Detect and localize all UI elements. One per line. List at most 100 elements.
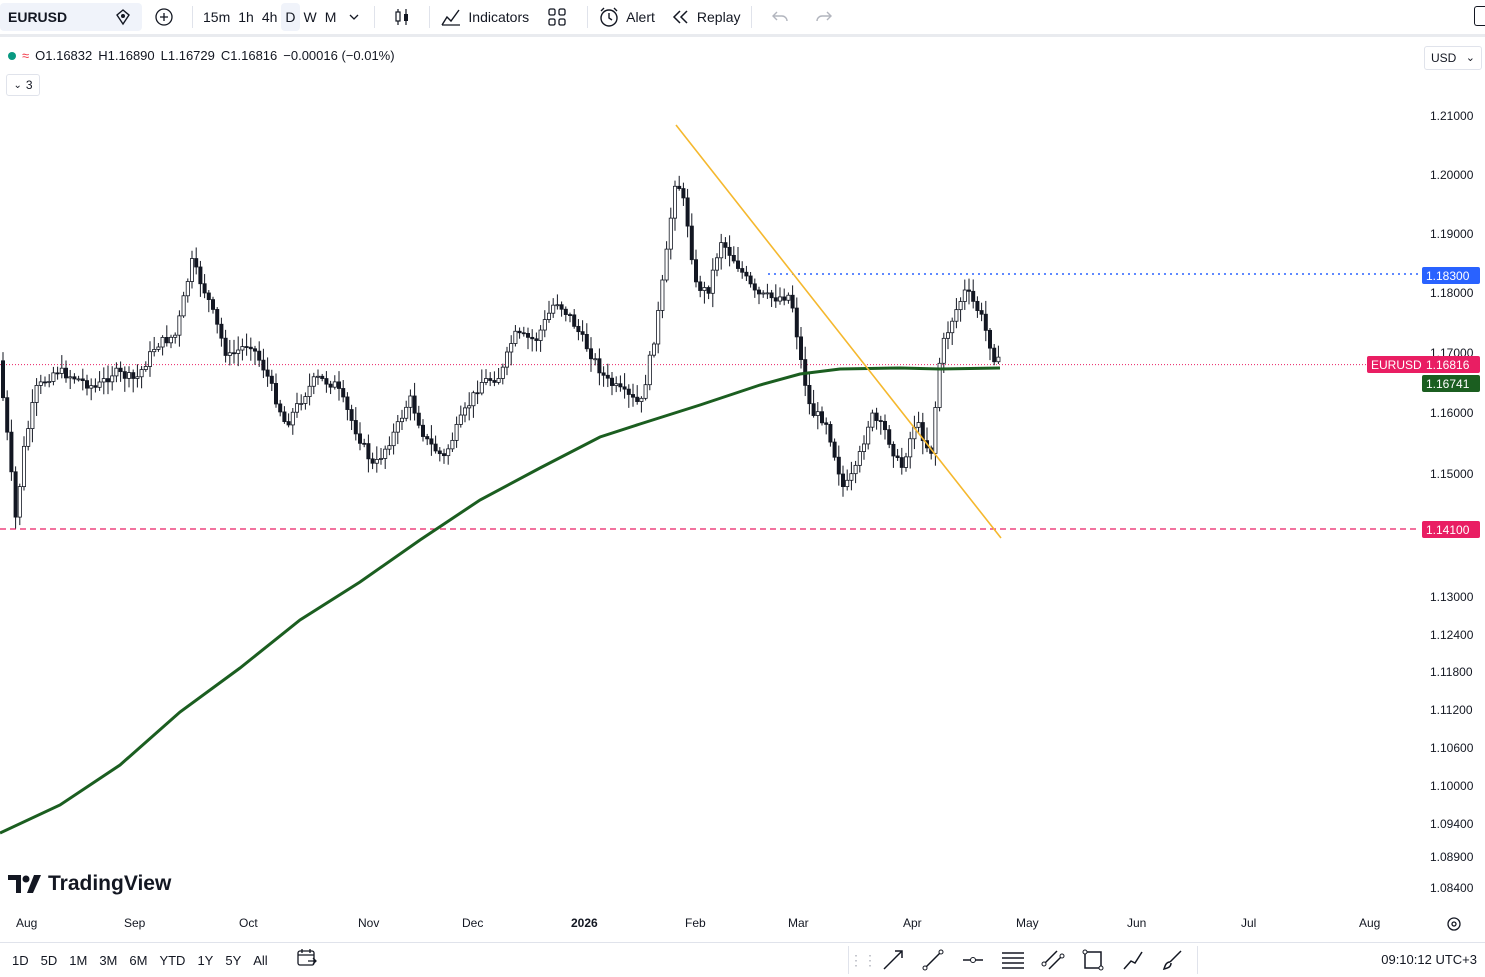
candle-body bbox=[21, 445, 26, 487]
candle-body bbox=[731, 255, 736, 262]
candle-body bbox=[13, 471, 18, 518]
clock-timezone[interactable]: 09:10:12 UTC+3 bbox=[1381, 952, 1477, 967]
candle-body bbox=[891, 443, 896, 457]
tradingview-logo[interactable]: TradingView bbox=[8, 872, 171, 896]
range-button-5y[interactable]: 5Y bbox=[225, 952, 242, 968]
interval-w[interactable]: W bbox=[303, 9, 317, 25]
fib-channel-icon[interactable] bbox=[1035, 946, 1071, 974]
candle-body bbox=[962, 289, 967, 302]
candle-body bbox=[206, 292, 211, 300]
chart-type-candles-icon[interactable] bbox=[381, 3, 423, 31]
candle-body bbox=[147, 351, 152, 367]
candle-body bbox=[265, 369, 270, 377]
candle-body bbox=[845, 479, 850, 488]
range-button-1d[interactable]: 1D bbox=[12, 952, 29, 968]
symbol-search[interactable]: EURUSD bbox=[0, 3, 104, 31]
range-button-all[interactable]: All bbox=[253, 952, 268, 968]
time-tick-label: Mar bbox=[788, 916, 809, 930]
candle-body bbox=[106, 378, 111, 383]
candle-body bbox=[811, 403, 816, 416]
candle-body bbox=[504, 351, 509, 368]
trend-line-icon[interactable] bbox=[915, 946, 951, 974]
descending-trendline bbox=[675, 124, 1002, 539]
interval-dropdown-chevron-icon[interactable] bbox=[340, 3, 368, 31]
price-tick-label: 1.15000 bbox=[1430, 467, 1474, 481]
bottom-toolbar: 1D 5D 1M 3M 6M YTD 1Y 5Y All bbox=[0, 942, 1485, 977]
divider bbox=[587, 6, 589, 28]
candle-body bbox=[979, 310, 984, 315]
range-button-5d[interactable]: 5D bbox=[40, 952, 58, 968]
candle-body bbox=[521, 332, 526, 335]
candle-body bbox=[315, 375, 320, 378]
path-icon[interactable] bbox=[1115, 946, 1151, 974]
redo-icon[interactable] bbox=[802, 3, 846, 31]
candle-body bbox=[168, 336, 173, 344]
candle-body bbox=[761, 292, 766, 295]
range-button-6m[interactable]: 6M bbox=[129, 952, 148, 968]
candle-body bbox=[689, 225, 694, 261]
candle-body bbox=[437, 450, 442, 455]
time-tick-label: Jul bbox=[1241, 916, 1257, 930]
replay-rewind-icon bbox=[672, 10, 688, 24]
candle-body bbox=[614, 383, 619, 386]
candle-body bbox=[727, 246, 732, 256]
compare-add-icon[interactable] bbox=[142, 3, 186, 31]
drag-handle-icon[interactable]: ⋮⋮ bbox=[849, 951, 877, 968]
price-tick-label: 1.16000 bbox=[1430, 406, 1474, 420]
indicators-button[interactable]: Indicators bbox=[436, 3, 533, 31]
interval-4h[interactable]: 4h bbox=[261, 9, 278, 25]
candle-body bbox=[862, 443, 867, 452]
candle-body bbox=[500, 366, 505, 379]
range-button-1y[interactable]: 1Y bbox=[197, 952, 214, 968]
interval-1h[interactable]: 1h bbox=[238, 9, 254, 25]
interval-m[interactable]: M bbox=[324, 9, 337, 25]
currency-select[interactable]: USD ⌄ bbox=[1424, 46, 1482, 70]
candle-body bbox=[681, 188, 686, 199]
candle-body bbox=[143, 366, 148, 370]
indicators-collapse-button[interactable]: ⌄ 3 bbox=[6, 74, 40, 96]
candle-body bbox=[261, 359, 266, 371]
range-button-1m[interactable]: 1M bbox=[69, 952, 88, 968]
goto-date-calendar-icon[interactable] bbox=[296, 948, 318, 973]
brush-icon[interactable] bbox=[1155, 946, 1191, 974]
candle-body bbox=[941, 337, 946, 364]
symbol-diamond-icon[interactable] bbox=[104, 3, 142, 31]
parallel-channel-icon[interactable] bbox=[995, 946, 1031, 974]
layouts-grid-icon[interactable] bbox=[533, 3, 581, 31]
interval-15m[interactable]: 15m bbox=[203, 9, 231, 25]
fullscreen-icon[interactable] bbox=[1474, 6, 1485, 26]
time-tick-label: Aug bbox=[16, 916, 38, 930]
candle-body bbox=[236, 349, 241, 354]
trend-line-arrow-icon[interactable] bbox=[875, 946, 911, 974]
candle-body bbox=[673, 185, 678, 219]
candle-body bbox=[328, 383, 333, 388]
candle-body bbox=[5, 397, 10, 433]
range-button-ytd[interactable]: YTD bbox=[159, 952, 186, 968]
interval-d[interactable]: D bbox=[281, 3, 300, 31]
range-button-3m[interactable]: 3M bbox=[99, 952, 118, 968]
candle-body bbox=[164, 337, 169, 344]
indicators-icon bbox=[441, 9, 461, 26]
candle-body bbox=[916, 422, 921, 428]
price-tick-label: 1.12400 bbox=[1430, 628, 1474, 642]
candle-body bbox=[185, 281, 190, 297]
candle-body bbox=[55, 372, 60, 375]
undo-icon[interactable] bbox=[758, 3, 802, 31]
settings-gear-icon[interactable] bbox=[1446, 916, 1462, 937]
candle-body bbox=[0, 360, 6, 399]
time-tick-label: Apr bbox=[903, 916, 922, 930]
candle-body bbox=[252, 348, 257, 352]
candle-body bbox=[820, 411, 825, 424]
candle-body bbox=[904, 456, 909, 468]
candle-body bbox=[240, 346, 245, 351]
candle-body bbox=[110, 375, 115, 383]
replay-button[interactable]: Replay bbox=[667, 3, 745, 31]
horizontal-line-icon[interactable] bbox=[955, 946, 991, 974]
candle-body bbox=[576, 325, 581, 333]
candle-body bbox=[740, 268, 745, 273]
alert-button[interactable]: Alert bbox=[594, 3, 659, 31]
candle-body bbox=[34, 385, 39, 403]
rectangle-icon[interactable] bbox=[1075, 946, 1111, 974]
candle-body bbox=[975, 300, 980, 311]
